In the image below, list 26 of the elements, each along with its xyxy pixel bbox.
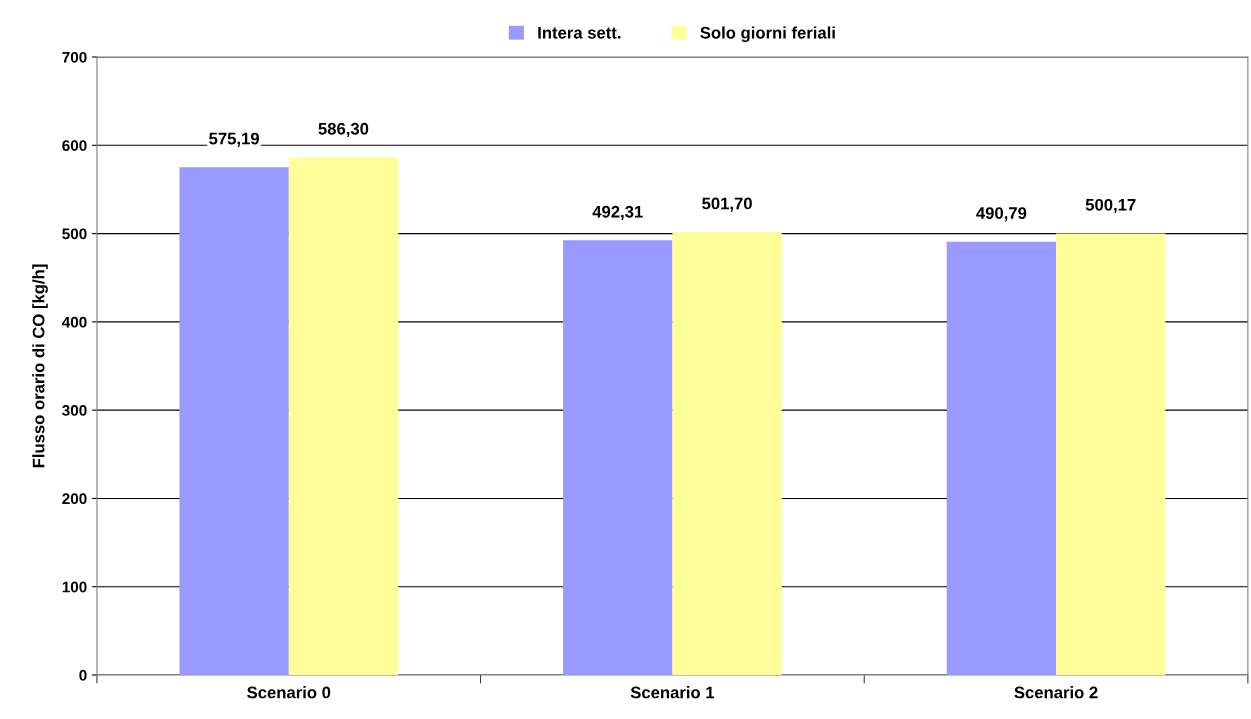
bar <box>179 167 289 675</box>
y-axis-title: Flusso orario di CO [kg/h] <box>32 264 48 468</box>
bar <box>1056 233 1166 675</box>
legend-label: Solo giorni feriali <box>700 26 835 43</box>
data-label: 501,70 <box>702 197 752 212</box>
bar <box>946 241 1057 675</box>
y-tick-label: 500 <box>62 228 87 240</box>
data-label: 490,79 <box>976 207 1027 222</box>
bar <box>288 157 399 675</box>
y-tick-label: 300 <box>62 405 87 416</box>
legend-label: Intera sett. <box>538 27 621 39</box>
data-label: 575,19 <box>209 132 259 147</box>
x-tick-label: Scenario 2 <box>1014 686 1098 699</box>
x-tick-label: Scenario 0 <box>247 686 331 699</box>
data-label: 492,31 <box>592 205 643 221</box>
x-tick-label: Scenario 1 <box>630 686 715 699</box>
bar <box>563 240 673 675</box>
y-tick-label: 0 <box>79 669 87 681</box>
data-label: 586,30 <box>318 122 369 138</box>
bar <box>672 232 782 675</box>
y-tick-label: 100 <box>62 581 87 593</box>
y-tick-label: 400 <box>61 316 87 328</box>
y-tick-label: 700 <box>62 51 87 63</box>
data-label: 500,17 <box>1085 198 1136 214</box>
y-tick-label: 600 <box>62 140 87 151</box>
y-tick-label: 200 <box>62 493 87 505</box>
